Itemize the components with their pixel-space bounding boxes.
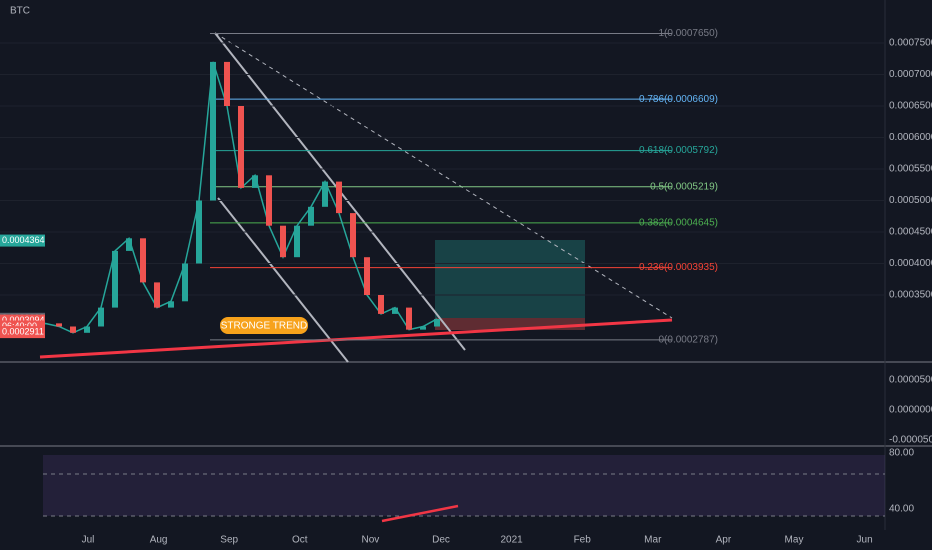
price-tick-label: 0.0006500 xyxy=(889,101,932,112)
candle xyxy=(322,181,328,207)
candle xyxy=(98,307,104,327)
candle xyxy=(56,323,62,327)
annotation-bubble xyxy=(220,317,308,334)
candle xyxy=(182,263,188,302)
price-badge-label: 0.0004364 xyxy=(2,235,45,245)
price-badge xyxy=(0,234,45,247)
price-tick-label: 0.0007500 xyxy=(889,38,932,49)
price-tick-label: 0.0007000 xyxy=(889,69,932,80)
time-label: Jun xyxy=(857,535,873,546)
candle xyxy=(294,225,300,258)
macd-tick-label: 0.0000000 xyxy=(889,405,932,416)
candle xyxy=(196,200,202,264)
symbol: BTC xyxy=(10,6,30,17)
channel-line xyxy=(217,197,349,363)
candle xyxy=(420,326,426,330)
time-label: Jul xyxy=(82,535,95,546)
fib-label: 0.236(0.0003935) xyxy=(639,262,718,273)
candle xyxy=(378,295,384,314)
fib-label: 0.618(0.0005792) xyxy=(639,145,718,156)
candle xyxy=(364,257,370,295)
time-label: Mar xyxy=(644,535,662,546)
candle xyxy=(126,238,132,251)
candle xyxy=(140,238,146,283)
candle xyxy=(266,175,272,226)
time-label: Aug xyxy=(150,535,168,546)
candle xyxy=(308,206,314,226)
price-tick-label: 0.0004000 xyxy=(889,258,932,269)
price-tick-label: 0.0004500 xyxy=(889,227,932,238)
time-label: Dec xyxy=(432,535,450,546)
macd-tick-label: -0.0000500 xyxy=(889,435,932,446)
candle xyxy=(336,181,342,214)
support-trend-line xyxy=(39,318,673,359)
candle xyxy=(350,213,356,258)
symbol-badge xyxy=(2,4,36,18)
candle xyxy=(406,307,412,330)
time-label: 2021 xyxy=(500,535,523,546)
time-label: Feb xyxy=(574,535,592,546)
price-tick-label: 0.0003500 xyxy=(889,290,932,301)
trend-line-dashed xyxy=(214,32,673,319)
rsi-band xyxy=(43,455,885,516)
candle xyxy=(434,318,440,327)
candle xyxy=(154,282,160,308)
macd-tick-label: 0.0000500 xyxy=(889,375,932,386)
candle xyxy=(70,326,76,333)
price-tick-label: 0.0005000 xyxy=(889,195,932,206)
candle xyxy=(224,61,230,106)
price-tick-label: 0.0005500 xyxy=(889,164,932,175)
fib-label: 1(0.0007650) xyxy=(659,28,719,39)
price-badge-label: 0.0002911 xyxy=(2,326,44,336)
candle xyxy=(252,175,258,188)
fib-label: 0.382(0.0004645) xyxy=(639,218,718,229)
time-label: Sep xyxy=(220,535,238,546)
rsi-tick-label: 40.00 xyxy=(889,504,914,515)
price-badge xyxy=(0,326,45,339)
fib-label: 0.5(0.0005219) xyxy=(650,181,718,192)
time-label: Apr xyxy=(716,535,732,546)
annotation: STRONGE TREND xyxy=(221,321,308,332)
time-label: Oct xyxy=(292,535,308,546)
candle xyxy=(392,307,398,314)
rsi-divergence-line xyxy=(381,504,459,523)
candle xyxy=(168,301,174,308)
time-label: May xyxy=(785,535,804,546)
candle xyxy=(210,61,216,201)
price-badge-label: 06:40:00 xyxy=(2,321,37,331)
long-target-zone xyxy=(435,240,585,318)
fib-label: 0.786(0.0006609) xyxy=(639,94,718,105)
time-label: Nov xyxy=(362,535,380,546)
candle xyxy=(112,250,118,308)
candle xyxy=(84,326,90,333)
price-tick-label: 0.0006000 xyxy=(889,132,932,143)
fib-label: 0(0.0002787) xyxy=(659,335,719,346)
price-badge-label: 0.0003094 xyxy=(2,315,45,325)
rsi-tick-label: 80.00 xyxy=(889,448,914,459)
candle xyxy=(238,106,244,188)
candle xyxy=(280,225,286,258)
